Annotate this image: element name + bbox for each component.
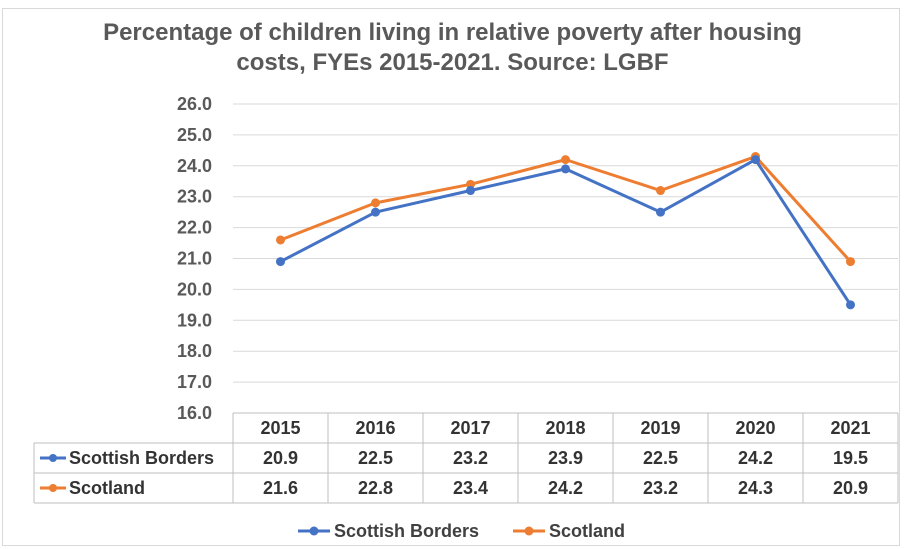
data-table: 2015 2016 2017 2018 2019 2020 2021 Scottish Bor… xyxy=(33,412,899,504)
data-point xyxy=(466,186,475,196)
table-value-cell: 23.4 xyxy=(453,478,488,498)
table-value-cell: 21.6 xyxy=(263,478,298,498)
data-point xyxy=(276,257,285,267)
table-value-cell: 24.2 xyxy=(548,478,583,498)
y-tick-label: 16.0 xyxy=(177,403,212,423)
y-tick-label: 22.0 xyxy=(177,218,212,238)
data-point xyxy=(656,207,665,217)
table-value-cell: 23.2 xyxy=(643,478,678,498)
y-tick-label: 17.0 xyxy=(177,372,212,392)
table-header-category: 2017 xyxy=(450,418,490,438)
chart-title-line-1: Percentage of children living in relativ… xyxy=(103,19,802,46)
table-value-cell: 20.9 xyxy=(833,478,868,498)
table-value-cell: 24.3 xyxy=(738,478,773,498)
table-series-name: Scottish Borders xyxy=(69,448,214,468)
table-header-category: 2021 xyxy=(830,418,870,438)
table-value-cell: 20.9 xyxy=(263,448,298,468)
table-value-cell: 22.5 xyxy=(358,448,393,468)
table-value-cell: 22.8 xyxy=(358,478,393,498)
table-legend-marker xyxy=(49,484,57,492)
table-value-cell: 24.2 xyxy=(738,448,773,468)
y-tick-label: 20.0 xyxy=(177,279,212,299)
table-value-cell: 22.5 xyxy=(643,448,678,468)
data-point xyxy=(371,207,380,217)
chart-frame xyxy=(2,8,900,546)
y-tick-label: 26.0 xyxy=(177,94,212,114)
legend-label: Scottish Borders xyxy=(334,521,479,541)
table-value-cell: 23.2 xyxy=(453,448,488,468)
series-line xyxy=(279,158,852,306)
y-tick-label: 24.0 xyxy=(177,156,212,176)
y-tick-label: 23.0 xyxy=(177,187,212,207)
data-point xyxy=(751,155,760,165)
data-point xyxy=(466,179,475,189)
gridlines xyxy=(233,103,898,383)
chart-title: Percentage of children living in relativ… xyxy=(0,18,905,78)
y-tick-label: 18.0 xyxy=(177,341,212,361)
legend-label: Scotland xyxy=(549,521,625,541)
series-lines xyxy=(276,152,855,310)
table-header-category: 2016 xyxy=(355,418,395,438)
table-header-category: 2018 xyxy=(545,418,585,438)
chart-title-line-2: costs, FYEs 2015-2021. Source: LGBF xyxy=(236,49,669,76)
y-axis-tick-labels: 16.0 17.0 18.0 19.0 20.0 21.0 22.0 23.0 24.0 25.0… xyxy=(177,94,212,423)
data-point xyxy=(561,155,570,165)
table-value-cell: 23.9 xyxy=(548,448,583,468)
legend-marker xyxy=(309,526,319,536)
data-point xyxy=(656,186,665,196)
legend-marker xyxy=(524,526,534,536)
table-value-cell: 19.5 xyxy=(833,448,868,468)
y-tick-label: 25.0 xyxy=(177,125,212,145)
table-header-category: 2015 xyxy=(260,418,300,438)
data-point xyxy=(371,198,380,208)
legend: Scottish Borders Scotland xyxy=(298,521,625,541)
data-point xyxy=(276,235,285,245)
y-tick-label: 19.0 xyxy=(177,310,212,330)
table-series-name: Scotland xyxy=(69,478,145,498)
data-point xyxy=(846,300,855,310)
table-legend-marker xyxy=(49,454,57,462)
table-header-category: 2019 xyxy=(640,418,680,438)
y-tick-label: 21.0 xyxy=(177,249,212,269)
data-point xyxy=(846,257,855,267)
table-header-category: 2020 xyxy=(735,418,775,438)
data-point xyxy=(561,164,570,174)
